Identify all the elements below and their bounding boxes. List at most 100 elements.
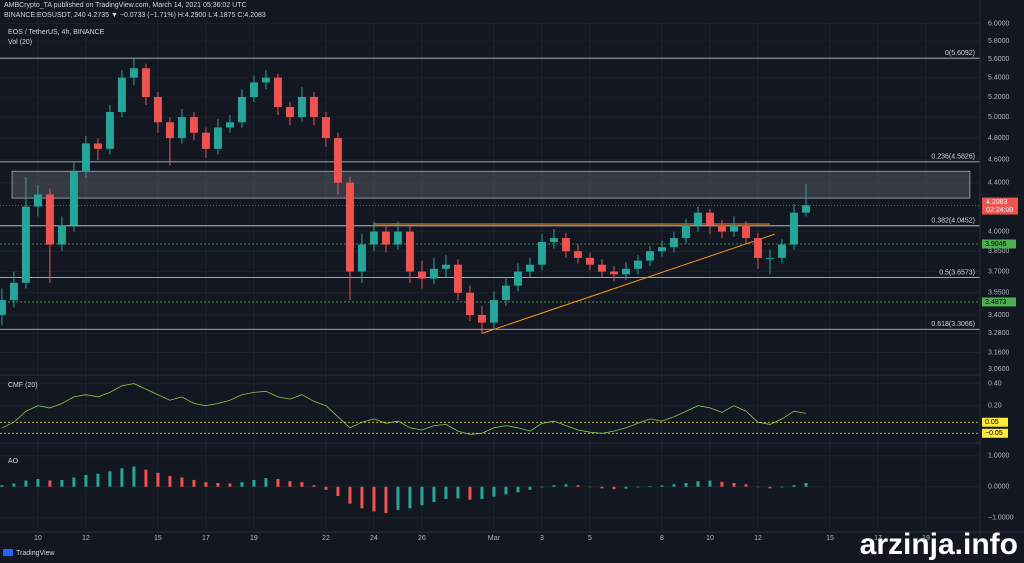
candle-body	[69, 171, 78, 226]
ao-bar	[144, 469, 148, 487]
ao-bar	[768, 486, 772, 489]
symbol: EOS / TetherUS, 4h, BINANCE	[8, 29, 105, 36]
candle-body	[417, 271, 426, 279]
ao-bar	[540, 486, 544, 488]
ao-bar	[192, 479, 196, 487]
fib-label: 0.618(3.3066)	[931, 321, 975, 328]
ao-bar	[396, 486, 400, 510]
y-tick-label: −1.0000	[988, 514, 1014, 521]
ao-bar	[672, 484, 676, 487]
candle-body	[273, 77, 282, 107]
y-tick-label: 3.0600	[988, 366, 1010, 373]
ao-bar	[456, 486, 460, 499]
x-tick-label: 19	[250, 535, 258, 542]
candle-body	[790, 212, 798, 245]
y-tick-label: 5.0000	[988, 114, 1010, 121]
candle-body	[574, 251, 582, 258]
y-tick-label: 4.0000	[988, 228, 1010, 235]
ao-bar	[360, 486, 364, 509]
y-tick-label: 5.4000	[988, 74, 1010, 81]
candle-body	[562, 238, 570, 252]
candle-body	[93, 143, 102, 149]
candle-body	[309, 97, 318, 118]
x-tick-label: 8	[660, 535, 664, 542]
last-price: 4.2083	[986, 199, 1008, 206]
ao-bar	[756, 486, 760, 488]
candle-body	[189, 117, 198, 133]
ao-bar	[552, 485, 556, 487]
candle-body	[21, 206, 30, 283]
candle-body	[141, 68, 150, 98]
ao-bar	[12, 483, 16, 487]
ao-bar	[204, 482, 208, 487]
candle-body	[610, 271, 618, 275]
ao-bar	[492, 486, 496, 497]
ao-bar	[264, 478, 268, 487]
x-tick-label: 15	[154, 535, 162, 542]
ao-bar	[156, 472, 160, 487]
ao-bar	[228, 483, 232, 487]
cmf-title: CMF (20)	[8, 382, 38, 389]
x-tick-label: Mar	[488, 535, 501, 542]
logo-icon	[3, 549, 13, 556]
y-tick-label: 3.7000	[988, 268, 1010, 275]
y-tick-label: 4.6000	[988, 157, 1010, 164]
x-tick-label: 17	[202, 535, 210, 542]
ao-bar	[48, 480, 52, 487]
candle-body	[129, 68, 138, 78]
ao-bar	[612, 486, 616, 490]
candle-body	[742, 225, 750, 239]
candle-body	[81, 143, 90, 172]
candle-body	[345, 182, 354, 272]
ao-bar	[636, 486, 640, 488]
candle-body	[502, 285, 510, 301]
y-tick-label: 0.0000	[988, 484, 1010, 491]
marks	[0, 57, 980, 513]
x-tick-label: 19	[922, 535, 930, 542]
candle-body	[213, 127, 222, 149]
candle-body	[778, 244, 786, 258]
level-box	[982, 428, 1008, 438]
candle-body	[369, 231, 378, 245]
ao-bar	[660, 485, 664, 487]
candle-body	[405, 231, 414, 272]
ao-bar	[576, 485, 580, 487]
ao-bar	[132, 466, 136, 487]
ao-bar	[168, 475, 172, 487]
logo[interactable]: TradingView	[16, 550, 55, 557]
ao-title: AO	[8, 458, 19, 465]
y-tick-label: 5.2000	[988, 94, 1010, 101]
volume-label: Vol (20)	[8, 39, 32, 46]
candle-body	[694, 212, 702, 226]
marker-box	[982, 239, 1016, 249]
ao-bar	[372, 486, 376, 512]
candle-body	[237, 97, 246, 123]
ao-bar	[444, 486, 448, 500]
candle-body	[550, 238, 558, 242]
ao-bar	[36, 479, 40, 487]
candle-body	[285, 106, 294, 118]
y-tick-label: 3.5500	[988, 290, 1010, 297]
candle-body	[622, 268, 630, 275]
fib-label: 0(5.6092)	[945, 50, 975, 57]
countdown: 02:24:00	[986, 207, 1013, 214]
ao-bar	[780, 486, 784, 488]
marker-label: 3.9046	[985, 241, 1007, 248]
candle-body	[514, 271, 522, 286]
x-tick-label: 15	[826, 535, 834, 542]
candle-body	[453, 264, 462, 293]
ao-bar	[240, 482, 244, 487]
ao-bar	[588, 486, 592, 488]
ao-bar	[432, 486, 436, 503]
ao-bar	[600, 486, 604, 489]
candle-body	[730, 225, 738, 232]
watermark: arzinja.info	[860, 528, 1018, 561]
level-label: −0.05	[985, 430, 1003, 437]
ao-bar	[804, 483, 808, 487]
ao-bar	[336, 486, 340, 496]
candle-body	[766, 257, 774, 259]
ao-bar	[420, 486, 424, 506]
ao-bar	[348, 486, 352, 504]
candle-body	[297, 97, 306, 118]
